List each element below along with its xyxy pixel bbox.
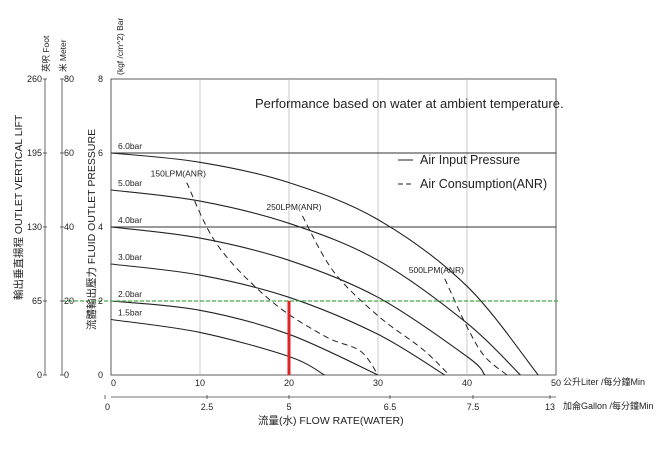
foot-tick: 260 — [27, 74, 42, 84]
air-curve-500LPM(ANR) — [444, 278, 508, 375]
pressure-curves — [111, 152, 539, 375]
liter-tick: 10 — [195, 378, 205, 388]
lift-axis-title: 輸出垂直揚程 OUTLET VERTICAL LIFT — [12, 114, 25, 300]
gallon-tick: 7.5 — [467, 402, 480, 412]
air-curve-250LPM(ANR) — [301, 215, 450, 375]
x-axis-title: 流量(水) FLOW RATE(WATER) — [258, 414, 404, 427]
foot-tick: 195 — [27, 148, 42, 158]
air-label-250LPM(ANR): 250LPM(ANR) — [266, 202, 321, 212]
x-axis-gallon-label: 加侖Gallon /每分鐘Min — [563, 400, 654, 411]
pressure-curve-2.0bar — [111, 300, 379, 375]
pressure-axis-title: 流體輸出壓力 FLUID OUTLET PRESSURE — [85, 129, 98, 330]
curve-label-2.0bar: 2.0bar — [118, 289, 142, 299]
pressure-curve-4.0bar — [111, 226, 486, 375]
pressure-axis-unit: (kgf /cm^2) Bar — [115, 17, 125, 75]
legend-item-air-consumption: Air Consumption(ANR) — [420, 177, 547, 191]
curve-label-6.0bar: 6.0bar — [118, 141, 142, 151]
reference-lines — [62, 300, 558, 375]
meter-axis-unit: 米 Meter — [58, 39, 68, 72]
pressure-curve-1.5bar — [111, 318, 325, 375]
meter-tick: 20 — [64, 296, 74, 306]
gallon-tick: 13 — [545, 402, 555, 412]
meter-tick: 80 — [64, 74, 74, 84]
air-curve-150LPM(ANR) — [186, 182, 379, 375]
pressure-tick: 6 — [98, 148, 103, 158]
pressure-tick: 0 — [98, 370, 103, 380]
air-consumption-labels: 150LPM(ANR) 250LPM(ANR) 500LPM(ANR) — [151, 169, 465, 275]
air-label-500LPM(ANR): 500LPM(ANR) — [409, 265, 464, 275]
curve-label-5.0bar: 5.0bar — [118, 178, 142, 188]
liter-tick: 20 — [284, 378, 294, 388]
liter-tick-labels: 0 10 20 30 40 50 — [111, 378, 561, 388]
liter-tick: 30 — [373, 378, 383, 388]
foot-tick: 130 — [27, 222, 42, 232]
pressure-tick: 8 — [98, 74, 103, 84]
gallon-tick: 6.5 — [384, 402, 397, 412]
meter-tick: 60 — [64, 148, 74, 158]
pressure-curve-6.0bar — [111, 152, 539, 375]
gallon-tick: 0 — [105, 402, 110, 412]
chart-title: Performance based on water at ambient te… — [255, 96, 564, 111]
meter-tick: 40 — [64, 222, 74, 232]
gallon-tick-labels: 0 2.5 5 6.5 7.5 13 — [104, 395, 555, 412]
legend: Air Input Pressure Air Consumption(ANR) — [398, 153, 547, 191]
foot-tick: 65 — [32, 296, 42, 306]
liter-tick: 40 — [462, 378, 472, 388]
curve-label-4.0bar: 4.0bar — [118, 215, 142, 225]
pressure-tick: 2 — [98, 296, 103, 306]
curve-label-3.0bar: 3.0bar — [118, 252, 142, 262]
air-label-150LPM(ANR): 150LPM(ANR) — [151, 169, 206, 179]
foot-axis-unit: 英呎 Foot — [41, 35, 51, 72]
grid-lines — [111, 79, 556, 375]
foot-tick-labels: 0 65 130 195 260 — [27, 74, 47, 380]
liter-tick: 50 — [551, 378, 561, 388]
foot-tick: 0 — [37, 370, 42, 380]
legend-item-air-input-pressure: Air Input Pressure — [420, 153, 520, 167]
gallon-tick: 2.5 — [201, 402, 214, 412]
pressure-tick-labels: 0 2 4 6 8 — [98, 74, 103, 380]
pressure-curve-labels: 1.5bar 2.0bar 3.0bar 4.0bar 5.0bar 6.0bar — [118, 141, 142, 318]
meter-tick: 0 — [64, 370, 69, 380]
x-axis-liter-label: 公升Liter /每分鐘Min — [563, 376, 645, 387]
gallon-tick: 5 — [286, 402, 291, 412]
liter-tick: 0 — [111, 378, 116, 388]
curve-label-1.5bar: 1.5bar — [118, 308, 142, 318]
pressure-tick: 4 — [98, 222, 103, 232]
side-axes — [44, 79, 556, 398]
pressure-curve-5.0bar — [111, 189, 521, 375]
pressure-curve-3.0bar — [111, 263, 446, 375]
